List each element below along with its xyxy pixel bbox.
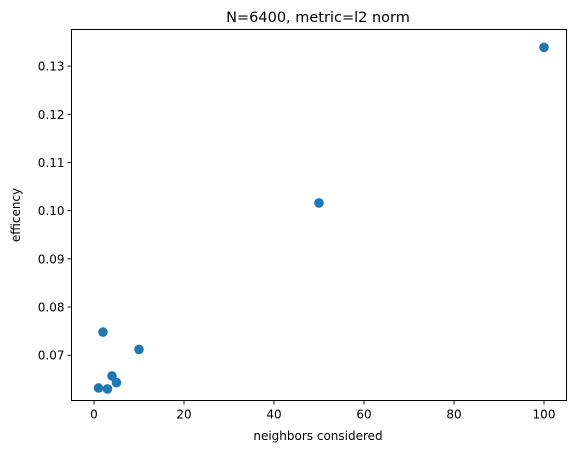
y-tick-label: 0.10 [38, 204, 65, 218]
data-point [107, 371, 117, 381]
y-tick-label: 0.07 [38, 349, 65, 363]
x-tick-label: 100 [533, 408, 556, 422]
x-axis: 0 20 40 60 80 100 [90, 400, 556, 422]
chart-title: N=6400, metric=l2 norm [226, 10, 410, 26]
x-axis-label: neighbors considered [253, 429, 382, 443]
data-point [111, 377, 122, 388]
data-point [314, 198, 324, 208]
x-tick-label: 40 [266, 408, 281, 422]
y-tick-label: 0.11 [38, 156, 65, 170]
axes-frame [71, 29, 567, 401]
data-points [93, 42, 549, 394]
y-tick-label: 0.09 [38, 252, 65, 266]
x-tick-label: 80 [446, 408, 461, 422]
data-point [93, 383, 104, 393]
y-tick-label: 0.08 [38, 301, 65, 315]
data-point [539, 42, 549, 53]
x-tick-label: 20 [176, 408, 191, 422]
data-point [98, 327, 108, 337]
y-tick-label: 0.13 [38, 60, 65, 74]
data-point [134, 344, 144, 355]
y-axis: 0.07 0.08 0.09 0.10 0.11 0.12 0.13 [38, 60, 72, 363]
x-tick-label: 0 [90, 408, 98, 422]
x-tick-label: 60 [356, 408, 371, 422]
data-point [102, 384, 113, 394]
y-axis-label: efficency [9, 188, 23, 242]
y-tick-label: 0.12 [38, 108, 65, 122]
